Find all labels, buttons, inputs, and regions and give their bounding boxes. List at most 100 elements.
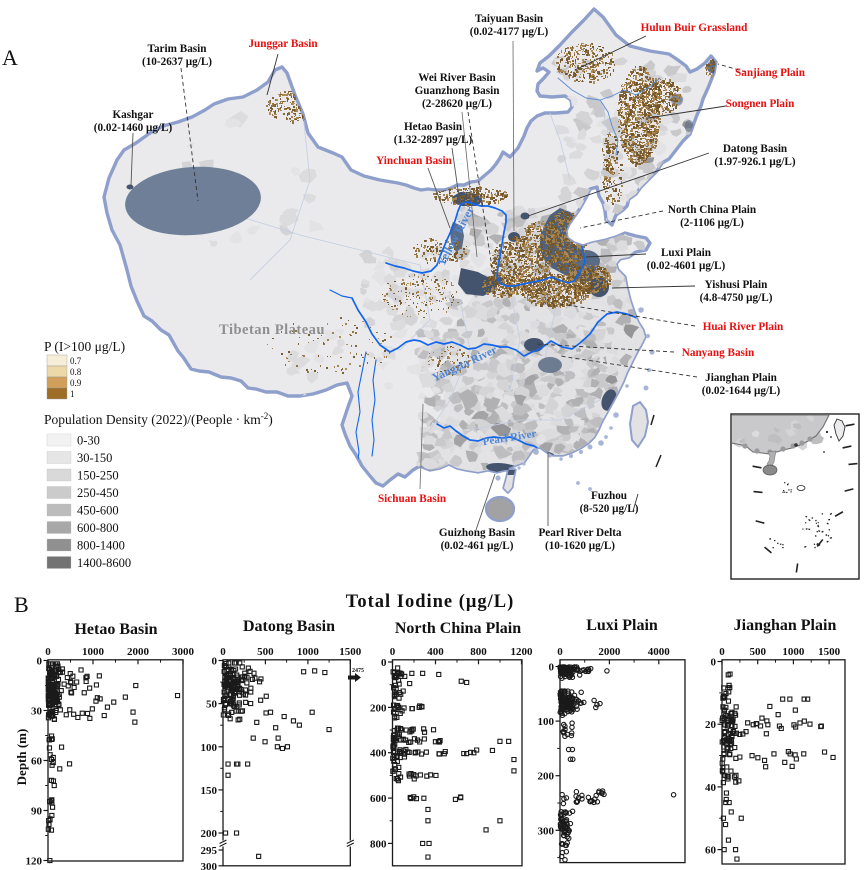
svg-text:800: 800 [370, 838, 387, 850]
svg-text:(1.32-2897 μg/L): (1.32-2897 μg/L) [394, 134, 473, 146]
svg-text:A: A [2, 45, 18, 70]
svg-text:(0.02-4601 μg/L): (0.02-4601 μg/L) [647, 260, 726, 272]
svg-text:(1.97-926.1 μg/L): (1.97-926.1 μg/L) [714, 156, 796, 168]
svg-text:Nanyang Basin: Nanyang Basin [682, 347, 755, 359]
svg-text:Yinchuan Basin: Yinchuan Basin [376, 155, 453, 167]
svg-text:North China Plain: North China Plain [395, 620, 521, 637]
svg-text:Kashgar: Kashgar [112, 109, 153, 121]
svg-text:295: 295 [201, 845, 218, 857]
svg-text:450-600: 450-600 [77, 504, 119, 518]
svg-text:100: 100 [538, 716, 555, 728]
svg-text:Luxi Plain: Luxi Plain [586, 617, 658, 634]
svg-text:Datong Basin: Datong Basin [243, 618, 335, 635]
svg-text:60: 60 [705, 845, 717, 857]
svg-text:0.8: 0.8 [70, 367, 82, 377]
svg-text:Wei River Basin: Wei River Basin [418, 72, 496, 84]
svg-text:Datong Basin: Datong Basin [723, 143, 788, 155]
svg-text:600: 600 [370, 793, 387, 805]
svg-text:Taiyuan Basin: Taiyuan Basin [475, 13, 544, 25]
svg-text:1000: 1000 [297, 646, 320, 658]
svg-text:20: 20 [705, 719, 717, 731]
svg-text:0: 0 [220, 646, 226, 658]
svg-text:40: 40 [705, 782, 717, 794]
svg-text:Songnen Plain: Songnen Plain [726, 98, 795, 110]
svg-text:Hetao Basin: Hetao Basin [404, 121, 463, 133]
svg-text:(10-1620 μg/L): (10-1620 μg/L) [545, 540, 615, 552]
svg-text:300: 300 [201, 861, 218, 870]
svg-text:0.9: 0.9 [70, 378, 82, 388]
svg-text:100: 100 [201, 742, 218, 754]
svg-text:2000: 2000 [127, 646, 150, 658]
svg-text:30: 30 [31, 706, 43, 718]
svg-text:500: 500 [257, 646, 274, 658]
svg-text:(0.02-1460 μg/L): (0.02-1460 μg/L) [94, 122, 173, 134]
svg-text:B: B [14, 592, 29, 617]
svg-text:Jianghan Plain: Jianghan Plain [734, 617, 837, 634]
svg-text:Hetao Basin: Hetao Basin [74, 621, 157, 638]
svg-text:Guizhong Basin: Guizhong Basin [439, 527, 516, 539]
svg-text:1500: 1500 [339, 646, 362, 658]
svg-text:(0.02-461 μg/L): (0.02-461 μg/L) [441, 540, 514, 552]
svg-text:150: 150 [201, 785, 218, 797]
svg-text:Population Density (2022)/(Peo: Population Density (2022)/(People · km-2… [44, 411, 273, 427]
svg-text:(2-1106 μg/L): (2-1106 μg/L) [680, 217, 744, 229]
svg-text:400: 400 [370, 748, 387, 760]
svg-text:Huai River Plain: Huai River Plain [703, 321, 784, 333]
svg-text:(0.02-1644 μg/L): (0.02-1644 μg/L) [702, 385, 781, 397]
svg-text:60: 60 [31, 756, 43, 768]
svg-text:(2-28620 μg/L): (2-28620 μg/L) [422, 98, 492, 110]
svg-text:(8-520 μg/L): (8-520 μg/L) [580, 503, 639, 515]
svg-text:Jianghan Plain: Jianghan Plain [705, 372, 778, 384]
svg-text:50: 50 [206, 699, 218, 711]
svg-text:Yishusi Plain: Yishusi Plain [705, 279, 768, 291]
svg-text:(10-2637 μg/L): (10-2637 μg/L) [142, 56, 212, 68]
svg-text:3000: 3000 [172, 646, 195, 658]
svg-text:0: 0 [549, 662, 555, 674]
svg-text:0: 0 [381, 657, 387, 669]
svg-text:0: 0 [45, 646, 51, 658]
svg-text:200: 200 [538, 771, 555, 783]
svg-text:800-1400: 800-1400 [77, 539, 125, 553]
svg-text:200: 200 [201, 828, 218, 840]
svg-text:400: 400 [427, 646, 444, 658]
svg-text:Fuzhou: Fuzhou [591, 490, 627, 502]
svg-text:North China Plain: North China Plain [668, 204, 757, 216]
svg-text:2000: 2000 [598, 646, 621, 658]
svg-text:Pearl River Delta: Pearl River Delta [538, 527, 621, 539]
svg-text:0: 0 [711, 657, 717, 669]
svg-text:800: 800 [470, 646, 487, 658]
svg-text:1000: 1000 [782, 646, 805, 658]
svg-text:500: 500 [749, 646, 766, 658]
svg-text:0: 0 [212, 656, 218, 668]
svg-text:Total Iodine (μg/L): Total Iodine (μg/L) [346, 592, 515, 612]
svg-text:1200: 1200 [511, 646, 534, 658]
svg-text:(4.8-4750 μg/L): (4.8-4750 μg/L) [700, 292, 773, 304]
svg-text:Guanzhong Basin: Guanzhong Basin [415, 85, 501, 97]
svg-text:150-250: 150-250 [77, 469, 119, 483]
svg-text:Tarim Basin: Tarim Basin [148, 43, 208, 55]
svg-text:Tibetan Plateau: Tibetan Plateau [219, 322, 325, 338]
svg-text:2475: 2475 [352, 668, 364, 674]
svg-text:0.7: 0.7 [70, 356, 82, 366]
svg-text:0: 0 [719, 646, 725, 658]
svg-text:1000: 1000 [82, 646, 105, 658]
svg-text:120: 120 [26, 856, 43, 868]
svg-text:Junggar Basin: Junggar Basin [248, 38, 318, 50]
svg-text:300: 300 [538, 825, 555, 837]
svg-text:250-450: 250-450 [77, 486, 119, 500]
svg-text:0-30: 0-30 [77, 434, 100, 448]
svg-text:(0.02-4177 μg/L): (0.02-4177 μg/L) [470, 26, 549, 38]
svg-text:0: 0 [390, 646, 396, 658]
svg-text:0: 0 [37, 656, 43, 668]
svg-text:600-800: 600-800 [77, 521, 119, 535]
svg-text:P (I>100 μg/L): P (I>100 μg/L) [44, 339, 125, 354]
svg-text:1500: 1500 [818, 646, 841, 658]
svg-text:Depth (m): Depth (m) [14, 729, 29, 786]
svg-text:1: 1 [70, 389, 75, 399]
svg-text:30-150: 30-150 [77, 451, 112, 465]
svg-text:Sichuan Basin: Sichuan Basin [378, 493, 447, 505]
svg-text:4000: 4000 [648, 646, 671, 658]
svg-text:0: 0 [557, 646, 563, 658]
svg-text:Sanjiang Plain: Sanjiang Plain [735, 67, 806, 79]
svg-text:Luxi Plain: Luxi Plain [661, 247, 712, 259]
